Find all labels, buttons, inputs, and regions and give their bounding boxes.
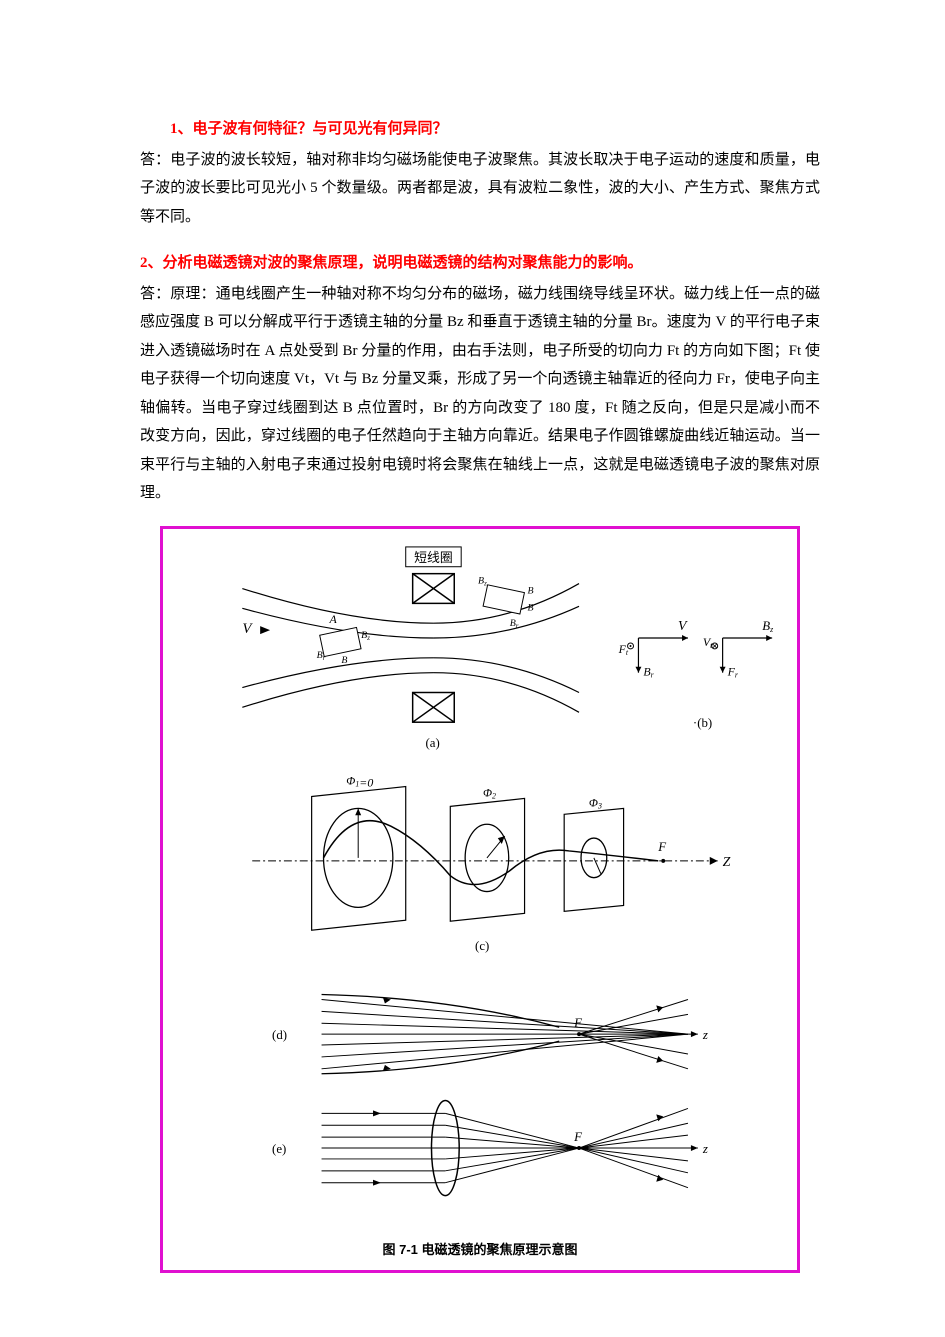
question-2-title: 2、分析电磁透镜对波的聚焦原理，说明电磁透镜的结构对聚焦能力的影响。 [140,249,820,278]
panel-c: Z Φ1=0 Φ2 Φ3 F ( [252,773,730,952]
svg-text:Bz: Bz [478,575,487,587]
svg-text:Φ1=0: Φ1=0 [346,773,373,789]
svg-text:B: B [341,654,347,665]
svg-text:F: F [573,1016,582,1030]
svg-text:B: B [528,602,534,613]
svg-text:A: A [328,612,337,626]
svg-text:Φ3: Φ3 [589,795,602,810]
svg-text:(c): (c) [475,938,489,952]
svg-text:·(b): ·(b) [693,716,712,730]
svg-text:Bz: Bz [762,619,773,634]
svg-text:V: V [678,618,688,633]
svg-text:z: z [702,1028,708,1042]
panel-d: (d) F [272,994,708,1073]
electromagnetic-lens-diagram: 短线圈 V [173,539,787,1232]
panel-b: V Br Ft Bz Fr Vt ·(b) [618,618,774,730]
svg-text:Br: Br [510,618,519,630]
svg-text:B: B [528,585,534,596]
svg-text:F: F [657,839,666,853]
answer-1-text: 答：电子波的波长较短，轴对称非均匀磁场能使电子波聚焦。其波长取决于电子运动的速度… [140,146,820,232]
svg-text:Z: Z [723,853,731,868]
answer-2-text: 答：原理：通电线圈产生一种轴对称不均匀分布的磁场，磁力线围绕导线呈环状。磁力线上… [140,280,820,508]
svg-text:Bz: Bz [361,630,370,642]
svg-text:(a): (a) [426,735,440,749]
panel-e: (e) [272,1100,708,1195]
figure-box: 短线圈 V [160,526,800,1274]
svg-text:(d): (d) [272,1028,287,1042]
figure-caption: 图 7-1 电磁透镜的聚焦原理示意图 [173,1238,787,1263]
svg-text:Ft: Ft [618,641,629,656]
panel-a: 短线圈 V [242,546,579,749]
svg-text:短线圈: 短线圈 [414,550,453,564]
svg-text:F: F [573,1130,582,1144]
svg-text:z: z [702,1141,708,1155]
svg-text:Br: Br [643,664,654,679]
svg-text:Fr: Fr [727,664,739,679]
svg-text:V: V [242,621,253,637]
svg-text:Φ2: Φ2 [483,785,496,800]
svg-text:(e): (e) [272,1141,286,1155]
question-1-title: 1、电子波有何特征？与可见光有何异同？ [140,115,820,144]
svg-text:Vt: Vt [703,634,713,649]
